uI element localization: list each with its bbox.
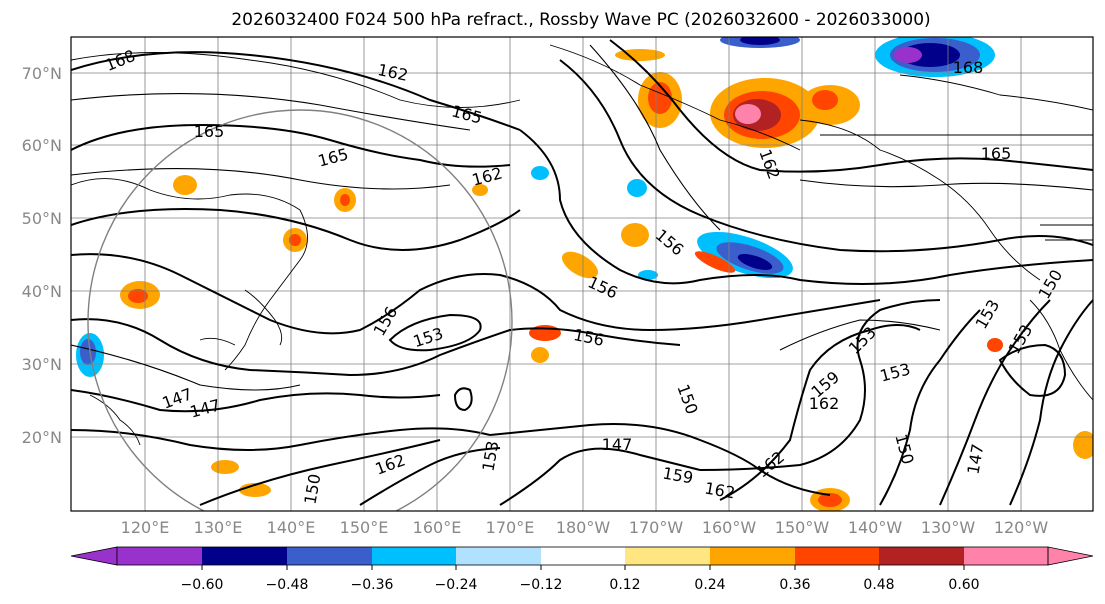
lon-label: 160°E [413,518,462,537]
lon-label: 170°W [629,518,684,537]
lat-label: 30°N [22,355,62,374]
lon-label: 150°E [340,518,389,537]
figure-title: 2026032400 F024 500 hPa refract., Rossby… [231,10,930,30]
colorbar-tick-label: −0.12 [520,577,563,593]
lon-label: 140°E [267,518,316,537]
contour-label: 165 [194,122,225,141]
anomaly-west [76,49,1093,511]
colorbar-swatch [202,547,287,565]
colorbar-swatch [117,547,202,565]
colorbar-tick-label: 0.12 [609,577,640,593]
lon-label: 130°W [921,518,976,537]
lat-label: 40°N [22,282,62,301]
secondary-contours [71,44,1093,391]
lon-label: 160°W [702,518,757,537]
colorbar-tick-label: −0.48 [266,577,309,593]
cold-anomaly-pacific [694,231,793,279]
lat-label: 70°N [22,64,62,83]
lon-label: 170°E [486,518,535,537]
colorbar-swatch [625,547,710,565]
colorbar-swatch [710,547,795,565]
lon-label: 180°W [556,518,611,537]
graticule [71,37,1093,511]
colorbar-under-triangle [70,546,118,566]
anomaly-shading [76,37,1093,511]
longitude-axis: 120°E 130°E 140°E 150°E 160°E 170°E 180°… [121,518,1049,537]
contour-label: 162 [809,394,840,413]
colorbar-tick-label: −0.36 [351,577,394,593]
latitude-axis: 70°N 60°N 50°N 40°N 30°N 20°N [22,64,62,447]
colorbar-frame [116,546,1049,566]
lon-label: 120°E [121,518,170,537]
contour-label: 165 [981,144,1012,163]
contour-label: 147 [602,435,633,454]
cold-anomaly-north [720,37,995,77]
colorbar-over-triangle [1047,546,1094,566]
colorbar-tick-label: −0.60 [181,577,224,593]
lon-label: 130°E [194,518,243,537]
colorbar-tick-label: 0.48 [863,577,894,593]
lat-label: 60°N [22,136,62,155]
map-panel: 168 162 165 165 165 162 168 165 162 156 … [70,36,1094,512]
colorbar: −0.60 −0.48 −0.36 −0.24 −0.12 0.12 0.24 … [70,546,1094,593]
contour-lines [71,39,1093,506]
warm-anomaly-bering [638,72,860,148]
contour-label: 168 [953,58,984,77]
colorbar-ticks [201,565,965,570]
colorbar-swatch [287,547,372,565]
colorbar-swatch [372,547,456,565]
colorbar-swatch [879,547,964,565]
lat-label: 20°N [22,428,62,447]
coastlines [71,44,1093,446]
colorbar-tick-label: 0.24 [694,577,725,593]
colorbar-tick-label: 0.36 [779,577,810,593]
lon-label: 120°W [994,518,1049,537]
lat-label: 50°N [22,209,62,228]
lon-label: 150°W [775,518,830,537]
colorbar-tick-label: −0.24 [435,577,478,593]
map-frame [70,36,1094,512]
colorbar-swatch [964,547,1048,565]
reference-circle [87,109,513,511]
lon-label: 140°W [848,518,903,537]
colorbar-swatch [456,547,541,565]
colorbar-swatch [541,547,625,565]
colorbar-swatch [795,547,879,565]
colorbar-tick-label: 0.60 [948,577,979,593]
